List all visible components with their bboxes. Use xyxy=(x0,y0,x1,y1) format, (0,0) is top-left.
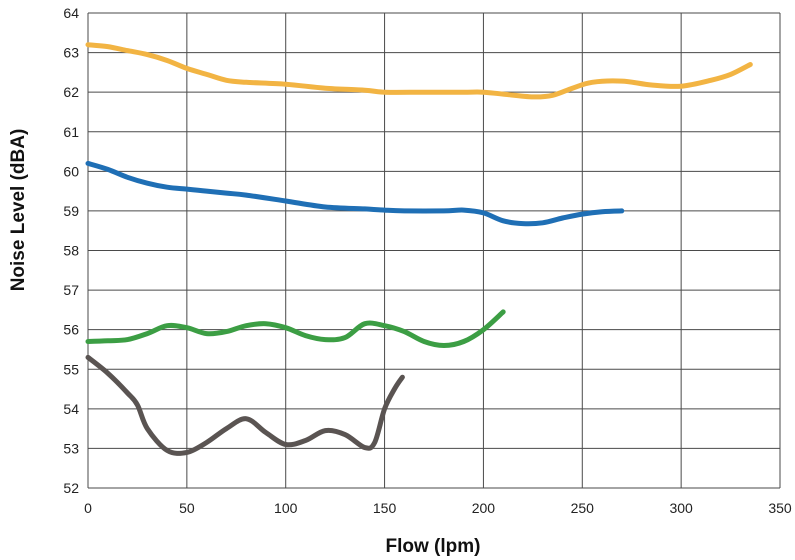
y-tick-label: 55 xyxy=(63,361,79,377)
y-tick-label: 56 xyxy=(63,322,79,338)
x-axis-title: Flow (lpm) xyxy=(386,536,481,557)
y-tick-label: 52 xyxy=(63,480,79,496)
x-tick-label: 350 xyxy=(768,500,792,516)
y-tick-label: 53 xyxy=(63,440,79,456)
series-line-3 xyxy=(85,309,506,348)
y-tick-label: 60 xyxy=(63,163,79,179)
y-tick-label: 64 xyxy=(63,5,79,21)
series-line-1 xyxy=(85,42,753,100)
y-tick-label: 62 xyxy=(63,84,79,100)
y-tick-label: 61 xyxy=(63,124,79,140)
x-tick-label: 50 xyxy=(179,500,195,516)
x-tick-label: 100 xyxy=(274,500,298,516)
series-lines xyxy=(85,42,753,456)
y-axis-title: Noise Level (dBA) xyxy=(8,129,29,292)
y-tick-label: 54 xyxy=(63,401,79,417)
x-tick-label: 300 xyxy=(669,500,693,516)
y-tick-label: 58 xyxy=(63,243,79,259)
y-tick-label: 57 xyxy=(63,282,79,298)
x-tick-label: 150 xyxy=(373,500,397,516)
series-line-4 xyxy=(85,354,405,456)
series-line-2 xyxy=(85,160,625,227)
x-tick-label: 200 xyxy=(472,500,496,516)
x-axis-ticks: 0 50 100 150 200 250 300 350 xyxy=(84,500,792,516)
grid xyxy=(87,12,781,489)
x-tick-label: 250 xyxy=(571,500,595,516)
y-tick-label: 59 xyxy=(63,203,79,219)
x-tick-label: 0 xyxy=(84,500,92,516)
y-tick-label: 63 xyxy=(63,45,79,61)
y-axis-ticks: 52 53 54 55 56 57 58 59 60 61 62 63 64 xyxy=(63,5,79,496)
